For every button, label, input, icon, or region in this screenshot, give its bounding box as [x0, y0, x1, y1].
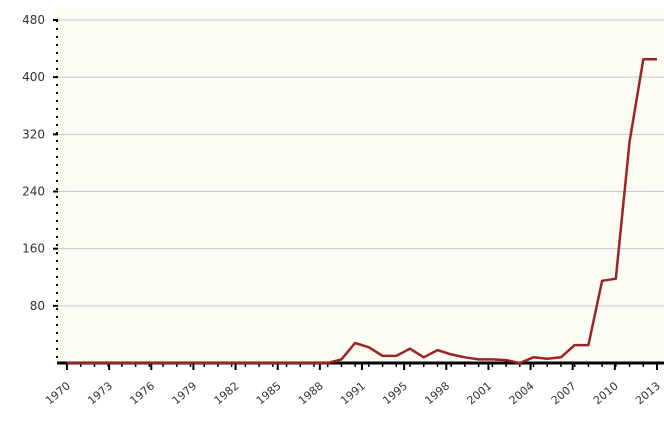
x-tick-label: 2013 [633, 379, 663, 407]
x-tick-label: 2010 [591, 379, 621, 407]
x-tick-label: 1985 [254, 379, 284, 407]
x-tick-label: 1976 [127, 379, 157, 407]
series-group [67, 58, 657, 365]
x-tick-label: 2001 [465, 379, 495, 407]
x-tick-label: 1998 [422, 379, 452, 407]
y-tick-label: 320 [22, 127, 45, 141]
y-tick-label: 480 [22, 13, 45, 27]
gridlines [57, 19, 664, 307]
x-tick-label: 1982 [212, 379, 242, 407]
series-line-0 [67, 58, 657, 365]
x-tick-label: 1988 [296, 379, 326, 407]
x-tick-label: 1979 [170, 379, 200, 407]
plot-background [57, 8, 664, 363]
y-tick-label: 400 [22, 70, 45, 84]
y-tick-label: 160 [22, 242, 45, 256]
y-tick-label: 240 [22, 185, 45, 199]
x-tick-label: 1970 [43, 379, 73, 407]
x-tick-label: 2007 [549, 379, 579, 407]
x-axis: 1970 1973 1976 1979 1982 1985 1988 1991 1995 1998… [43, 361, 664, 407]
y-axis: 80 160 240 320 400 480 [22, 13, 58, 363]
x-tick-label: 1973 [85, 379, 115, 407]
x-tick-label: 1991 [338, 379, 368, 407]
x-tick-label: 2004 [507, 379, 537, 407]
y-tick-label: 80 [30, 299, 45, 313]
x-tick-label: 1995 [380, 379, 410, 407]
